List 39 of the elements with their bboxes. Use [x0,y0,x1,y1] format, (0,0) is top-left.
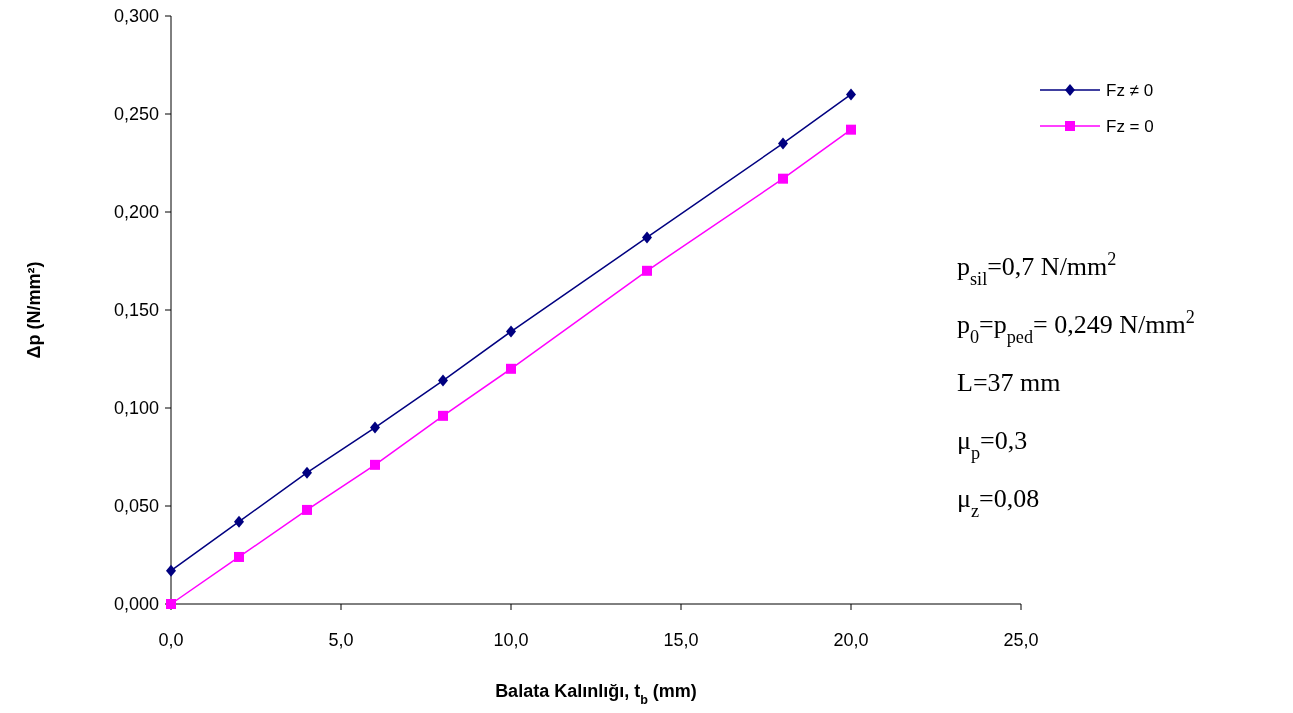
annotation: L=37 mm [957,368,1061,397]
x-tick-label: 5,0 [328,630,354,650]
annotation: p$_{0}$=p$_{ped}$= 0,249 N/mm$^{2}$ [957,307,1195,347]
point [370,459,380,470]
y-tick-label: 0,000 [113,594,159,614]
x-tick-label: 0,0 [158,630,184,650]
x-tick-label: 25,0 [1003,630,1039,650]
y-axis-title: Δp (N/mm²) [24,261,44,359]
point [234,551,244,562]
point [302,504,312,515]
point [642,265,652,276]
legend-label: Fz ≠ 0 [1106,81,1154,100]
x-tick-label: 20,0 [833,630,869,650]
annotation: p$_{sil}$=0,7 N/mm$^{2}$ [957,249,1117,289]
x-tick-label: 15,0 [663,630,699,650]
y-tick-label: 0,100 [113,398,159,418]
point [846,124,856,135]
x-tick-label: 10,0 [493,630,529,650]
annotation: μ$_{p}$=0,3 [957,426,1028,463]
y-tick-label: 0,300 [113,6,159,26]
point [778,173,788,184]
point [438,374,448,387]
point [642,231,652,244]
point [234,515,244,528]
y-tick-label: 0,250 [113,104,159,124]
y-tick-label: 0,050 [113,496,159,516]
y-tick-label: 0,200 [113,202,159,222]
legend-label: Fz = 0 [1106,117,1154,136]
x-axis-title: Balata Kalınlığı, t$_{b}$ (mm) [495,681,697,707]
point [778,137,788,150]
point [438,410,448,421]
point [846,88,856,101]
y-tick-label: 0,150 [113,300,159,320]
point [166,564,176,577]
annotation: μ$_{z}$=0,08 [957,484,1040,521]
point [370,421,380,434]
point [302,466,312,479]
point [506,363,516,374]
point [506,325,516,338]
